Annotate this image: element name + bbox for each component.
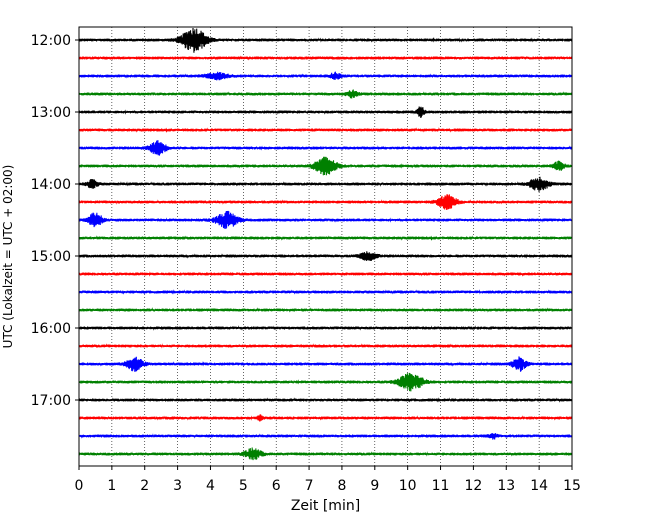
trace-line bbox=[78, 433, 573, 440]
plot-frame bbox=[78, 26, 573, 467]
x-tick-label: 4 bbox=[206, 478, 215, 494]
x-tick-label: 1 bbox=[107, 478, 116, 494]
trace-line bbox=[78, 194, 573, 210]
y-tick-label: 14:00 bbox=[31, 177, 71, 193]
trace-line bbox=[78, 251, 573, 261]
trace-line bbox=[78, 307, 573, 313]
x-tick-label: 0 bbox=[75, 478, 84, 494]
x-tick-label: 11 bbox=[432, 478, 450, 494]
x-tick-label: 2 bbox=[140, 478, 149, 494]
trace-line bbox=[78, 210, 573, 229]
trace-line bbox=[78, 89, 573, 99]
x-tick-label: 5 bbox=[239, 478, 248, 494]
x-tick-label: 14 bbox=[530, 478, 548, 494]
trace-line bbox=[78, 106, 573, 118]
trace-group bbox=[78, 27, 573, 461]
trace-line bbox=[78, 176, 573, 192]
trace-line bbox=[78, 372, 573, 392]
x-tick-label: 13 bbox=[497, 478, 515, 494]
trace-line bbox=[78, 55, 573, 61]
trace-line bbox=[78, 356, 573, 372]
trace-line bbox=[78, 271, 573, 277]
y-tick-label: 12:00 bbox=[31, 33, 71, 49]
trace-line bbox=[78, 414, 573, 422]
y-tick-label: 16:00 bbox=[31, 321, 71, 337]
x-axis-label: Zeit [min] bbox=[291, 498, 360, 514]
trace-line bbox=[78, 343, 573, 349]
trace-line bbox=[78, 447, 573, 461]
x-tick-label: 10 bbox=[399, 478, 417, 494]
trace-line bbox=[78, 397, 573, 403]
y-tick-label: 15:00 bbox=[31, 249, 71, 265]
x-tick-label: 6 bbox=[272, 478, 281, 494]
x-tick-label: 9 bbox=[370, 478, 379, 494]
trace-line bbox=[78, 140, 573, 156]
y-tick-label: 13:00 bbox=[31, 105, 71, 121]
y-axis-label: UTC (Lokalzeit = UTC + 02:00) bbox=[1, 165, 15, 349]
x-tick-label: 3 bbox=[173, 478, 182, 494]
x-axis-ticks: 0 1 2 3 4 5 6 7 8 9 10 11 12 13 14 15 bbox=[75, 466, 581, 494]
trace-line bbox=[78, 289, 573, 295]
trace-line bbox=[78, 127, 573, 133]
x-tick-label: 12 bbox=[464, 478, 482, 494]
y-tick-label: 17:00 bbox=[31, 393, 71, 409]
y-axis-ticks: 12:00 13:00 14:00 15:00 16:00 17:00 bbox=[31, 33, 79, 409]
x-tick-label: 7 bbox=[305, 478, 314, 494]
trace-line bbox=[78, 325, 573, 331]
x-tick-label: 15 bbox=[563, 478, 581, 494]
x-tick-label: 8 bbox=[337, 478, 346, 494]
trace-line bbox=[78, 156, 573, 176]
trace-line bbox=[78, 27, 573, 53]
vertical-grid bbox=[111, 27, 540, 466]
trace-line bbox=[78, 235, 573, 241]
trace-line bbox=[78, 71, 573, 81]
